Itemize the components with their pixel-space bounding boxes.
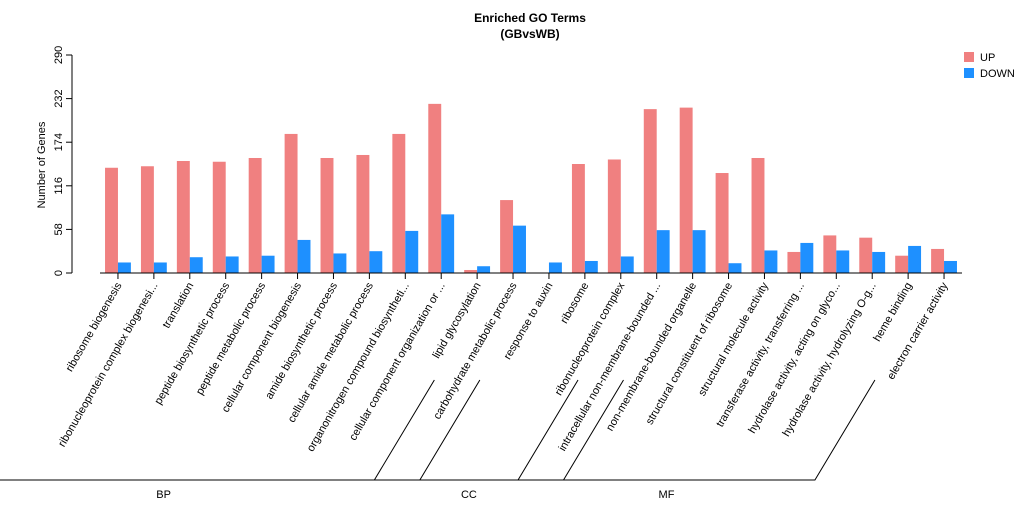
bar-down-12 [548, 262, 562, 273]
bar-up-19 [787, 251, 801, 273]
bar-up-10 [464, 269, 478, 273]
bar-up-6 [320, 157, 334, 273]
y-axis: 0 58 116 174 232 290 [53, 46, 73, 276]
bar-down-7 [369, 251, 383, 273]
y-tick-label: 58 [53, 223, 65, 235]
bar-down-9 [441, 214, 455, 273]
bar-down-19 [800, 242, 814, 273]
bar-down-17 [728, 263, 742, 273]
bar-up-8 [392, 133, 406, 273]
bar-up-21 [859, 237, 873, 273]
group-label-bp: BP [156, 489, 171, 501]
group-bracket-bp [0, 379, 481, 481]
bar-down-15 [656, 230, 670, 273]
bar-up-7 [356, 154, 370, 273]
category-groups: BP CC MF [0, 379, 876, 501]
legend-label-up: UP [980, 52, 995, 64]
bar-up-1 [140, 166, 154, 273]
group-bracket-mf [517, 379, 876, 481]
x-tick-label: amide biosynthetic process [263, 280, 340, 401]
bar-down-11 [513, 225, 526, 273]
bars [105, 103, 957, 274]
y-axis-title: Number of Genes [36, 121, 48, 208]
y-tick-label: 290 [53, 46, 65, 64]
bar-up-17 [715, 173, 729, 273]
bar-up-23 [931, 248, 945, 273]
group-bracket-cc [373, 379, 624, 481]
group-label-mf: MF [659, 489, 675, 501]
chart-subtitle: (GBvsWB) [500, 27, 559, 41]
bar-up-20 [823, 235, 837, 273]
bar-down-10 [477, 266, 491, 273]
bar-down-23 [944, 260, 957, 273]
bar-up-9 [428, 103, 442, 274]
legend-swatch-down [964, 68, 974, 78]
bar-up-11 [500, 200, 514, 273]
bar-down-5 [297, 239, 311, 273]
legend-swatch-up [964, 52, 974, 62]
bar-up-4 [248, 157, 262, 273]
chart-title: Enriched GO Terms [474, 11, 586, 25]
x-tick-label: peptide metabolic process [194, 280, 269, 397]
x-tick-label: ribonucleoprotein complex [553, 280, 628, 398]
bar-up-15 [643, 109, 657, 273]
y-tick-label: 0 [53, 270, 65, 276]
bar-down-14 [620, 256, 634, 273]
x-tick-label: translation [161, 281, 197, 331]
bar-down-13 [584, 260, 598, 273]
bar-up-22 [895, 255, 909, 273]
bar-down-3 [225, 256, 239, 273]
y-tick-label: 174 [53, 133, 65, 151]
bar-down-18 [764, 250, 778, 273]
bar-up-16 [679, 107, 693, 273]
bar-up-18 [751, 157, 765, 273]
legend: UP DOWN [964, 52, 1015, 80]
bar-up-3 [212, 161, 226, 273]
bar-up-2 [176, 160, 190, 273]
bar-down-2 [189, 257, 203, 273]
bar-up-0 [105, 167, 118, 273]
bar-down-8 [405, 230, 419, 273]
bar-down-21 [872, 251, 886, 273]
legend-label-down: DOWN [980, 68, 1015, 80]
bar-down-16 [692, 230, 706, 273]
bar-up-14 [607, 159, 621, 273]
x-tick-label: structural molecule activity [696, 280, 771, 398]
bar-down-0 [117, 262, 131, 273]
y-tick-label: 232 [53, 89, 65, 107]
bar-down-20 [836, 250, 850, 273]
x-tick-label: ribosome [558, 281, 591, 326]
bar-down-4 [261, 255, 275, 273]
bar-up-5 [284, 133, 298, 273]
y-tick-label: 116 [53, 177, 65, 195]
bar-down-22 [908, 245, 922, 273]
bar-up-13 [571, 164, 585, 273]
bar-down-6 [333, 253, 347, 273]
group-label-cc: CC [461, 489, 477, 501]
bar-down-1 [153, 262, 167, 273]
